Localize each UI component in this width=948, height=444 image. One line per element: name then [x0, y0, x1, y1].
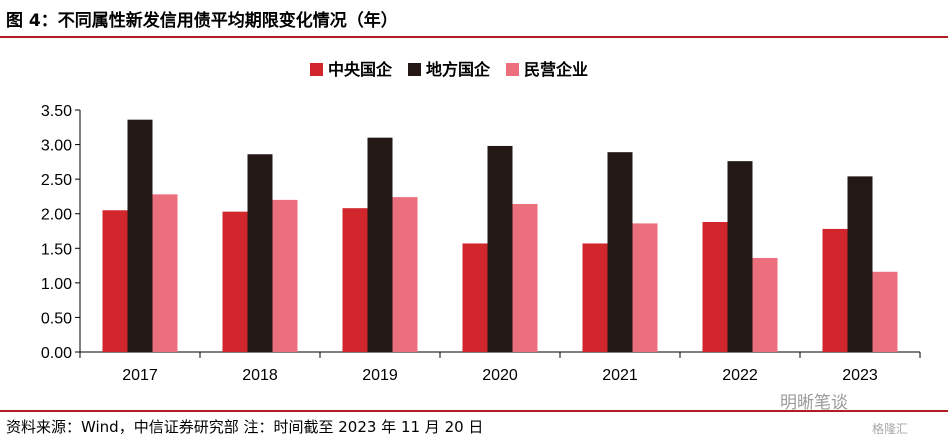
- watermark-logo: 格隆汇: [872, 422, 909, 436]
- bar-2020-2: [487, 145, 513, 352]
- legend-label-3: 民营企业: [524, 60, 588, 79]
- bar-2019-3: [392, 197, 418, 352]
- y-tick-label: 2.00: [41, 207, 72, 224]
- x-tick-label: 2018: [242, 367, 278, 384]
- y-tick-label: 3.50: [41, 103, 72, 120]
- source-note: 资料来源：Wind，中信证券研究部 注：时间截至 2023 年 11 月 20 …: [6, 418, 484, 436]
- x-tick-label: 2019: [362, 367, 398, 384]
- x-tick-label: 2023: [842, 367, 878, 384]
- bar-2022-1: [702, 222, 728, 352]
- bar-2018-3: [272, 199, 298, 352]
- x-tick-label: 2021: [602, 367, 638, 384]
- bar-2017-1: [102, 210, 128, 352]
- legend-label-1: 中央国企: [328, 60, 393, 79]
- bar-2017-2: [127, 119, 153, 353]
- bar-2022-3: [752, 257, 778, 352]
- bar-2020-3: [512, 204, 538, 352]
- bar-2023-2: [847, 176, 873, 352]
- title-divider: [0, 36, 948, 38]
- x-tick-label: 2017: [122, 367, 158, 384]
- bar-2022-2: [727, 161, 753, 352]
- legend-swatch-3: [506, 63, 519, 76]
- bar-2018-2: [247, 154, 273, 352]
- x-tick-label: 2020: [482, 367, 518, 384]
- bar-2020-1: [462, 243, 488, 352]
- legend-label-2: 地方国企: [426, 60, 491, 79]
- figure-title: 图 4：不同属性新发信用债平均期限变化情况（年）: [6, 11, 398, 31]
- bar-2017-3: [152, 194, 178, 352]
- bar-chart: 中央国企 地方国企 民营企业 0.00 0.50 1.00 1.50 2.00 2.50 3.00…: [41, 60, 921, 384]
- bar-2021-3: [632, 223, 658, 352]
- bar-2019-2: [367, 137, 393, 352]
- y-tick-label: 0.00: [41, 345, 72, 362]
- y-tick-label: 1.00: [41, 276, 72, 293]
- bar-2018-1: [222, 211, 248, 352]
- legend-swatch-1: [310, 63, 323, 76]
- y-tick-label: 0.50: [41, 310, 72, 327]
- bar-2021-1: [582, 243, 608, 352]
- bar-2023-3: [872, 271, 898, 352]
- bar-2023-1: [822, 228, 848, 352]
- y-tick-label: 2.50: [41, 172, 72, 189]
- bar-2019-1: [342, 208, 368, 352]
- legend-swatch-2: [408, 63, 421, 76]
- x-tick-label: 2022: [722, 367, 758, 384]
- y-tick-label: 1.50: [41, 241, 72, 258]
- y-tick-label: 3.00: [41, 138, 72, 155]
- source-divider: [0, 410, 948, 412]
- bar-2021-2: [607, 152, 633, 352]
- watermark: 明晰笔谈: [780, 393, 848, 413]
